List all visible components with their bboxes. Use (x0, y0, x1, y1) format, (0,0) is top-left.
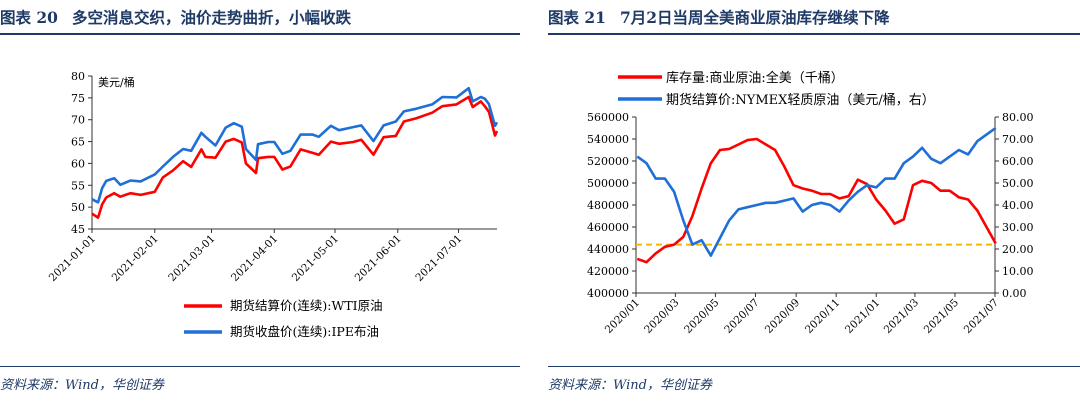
nymex-series-line (636, 126, 997, 257)
y-unit-label: 美元/桶 (98, 75, 135, 89)
x-tick-label: 2021-07-01 (413, 233, 464, 284)
x-tick-label: 2020/05 (682, 297, 721, 336)
right-y-tick-label: 40.00 (1002, 199, 1034, 212)
y-tick-label: 50 (71, 201, 85, 214)
right-y-tick-label: 50.00 (1002, 177, 1034, 190)
left-y-tick-label: 420000 (587, 265, 629, 278)
y-tick-label: 45 (71, 223, 85, 236)
right-y-tick-label: 70.00 (1002, 133, 1034, 146)
left-figure-panel: 图表 20 多空消息交织，油价走势曲折，小幅收跌 45 50 55 60 65 70 75 80… (0, 0, 520, 401)
x-tick-label: 2020/11 (803, 297, 842, 336)
x-tick-label: 2021/07 (962, 297, 1001, 336)
right-y-tick-label: 30.00 (1002, 221, 1034, 234)
right-figure-title: 图表 21 7月2日当周全美商业原油库存继续下降 (548, 6, 904, 28)
x-tick-label: 2020/01 (603, 297, 642, 336)
y-tick-label: 80 (71, 70, 85, 83)
wti-series-line (91, 95, 499, 219)
x-tick-label: 2021-05-01 (290, 233, 341, 284)
left-y-tick-label: 540000 (587, 133, 629, 146)
brent-series-line (91, 86, 499, 204)
y-tick-label: 70 (71, 114, 85, 127)
left-y-tick-label: 480000 (587, 199, 629, 212)
left-y-tick-label: 520000 (587, 155, 629, 168)
left-y-tick-label: 440000 (587, 243, 629, 256)
left-figure-number: 图表 20 (0, 8, 58, 27)
right-y-tick-label: 0.00 (1002, 287, 1027, 300)
right-y-tick-label: 80.00 (1002, 111, 1034, 124)
left-y-tick-label: 500000 (587, 177, 629, 190)
right-title-rule (548, 33, 1080, 35)
left-y-tick-label: 400000 (587, 287, 629, 300)
legend-nymex-label: 期货结算价:NYMEX轻质原油（美元/桶，右） (666, 92, 935, 108)
y-tick-label: 75 (71, 92, 85, 105)
x-tick-label: 2020/03 (642, 297, 681, 336)
legend-inventory-label: 库存量:商业原油:全美（千桶） (666, 70, 844, 86)
right-y-tick-label: 10.00 (1002, 265, 1034, 278)
x-tick-label: 2021-02-01 (110, 233, 161, 284)
left-figure-title: 图表 20 多空消息交织，油价走势曲折，小幅收跌 (0, 6, 365, 28)
left-y-tick-label: 560000 (587, 111, 629, 124)
left-price-chart: 45 50 55 60 65 70 75 80 美元/桶 2021-01-01 2021-02-01… (47, 70, 499, 339)
y-tick-label: 60 (71, 157, 85, 170)
right-source-note: 资料来源：Wind，华创证券 (548, 378, 712, 393)
x-tick-label: 2021/03 (882, 297, 921, 336)
x-tick-label: 2021-04-01 (229, 233, 280, 284)
left-title-rule (0, 33, 520, 35)
x-tick-label: 2020/07 (722, 297, 761, 336)
legend-brent-label: 期货收盘价(连续):IPE布油 (230, 324, 379, 339)
left-source-note: 资料来源：Wind，华创证券 (0, 378, 164, 393)
x-tick-label: 2021-01-01 (47, 233, 98, 284)
legend-wti-label: 期货结算价(连续):WTI原油 (230, 298, 383, 313)
left-source-rule (0, 366, 520, 367)
x-tick-label: 2021-06-01 (353, 233, 404, 284)
y-tick-label: 55 (71, 179, 85, 192)
right-figure-panel: 图表 21 7月2日当周全美商业原油库存继续下降 400000 420000 4400… (548, 0, 1080, 401)
left-y-tick-label: 460000 (587, 221, 629, 234)
y-tick-label: 65 (71, 136, 85, 149)
right-figure-number: 图表 21 (548, 8, 606, 27)
x-tick-label: 2021/05 (922, 297, 961, 336)
right-inventory-chart: 400000 420000 440000 460000 480000 500000 5200… (587, 70, 1034, 336)
x-tick-label: 2021/01 (843, 297, 882, 336)
x-tick-label: 2021-03-01 (166, 233, 217, 284)
right-figure-caption: 7月2日当周全美商业原油库存继续下降 (619, 8, 890, 27)
left-figure-caption: 多空消息交织，油价走势曲折，小幅收跌 (71, 8, 351, 27)
right-source-rule (548, 366, 1080, 367)
x-tick-label: 2020/09 (763, 297, 802, 336)
right-y-tick-label: 20.00 (1002, 243, 1034, 256)
inventory-series-line (636, 137, 997, 264)
right-y-tick-label: 60.00 (1002, 155, 1034, 168)
